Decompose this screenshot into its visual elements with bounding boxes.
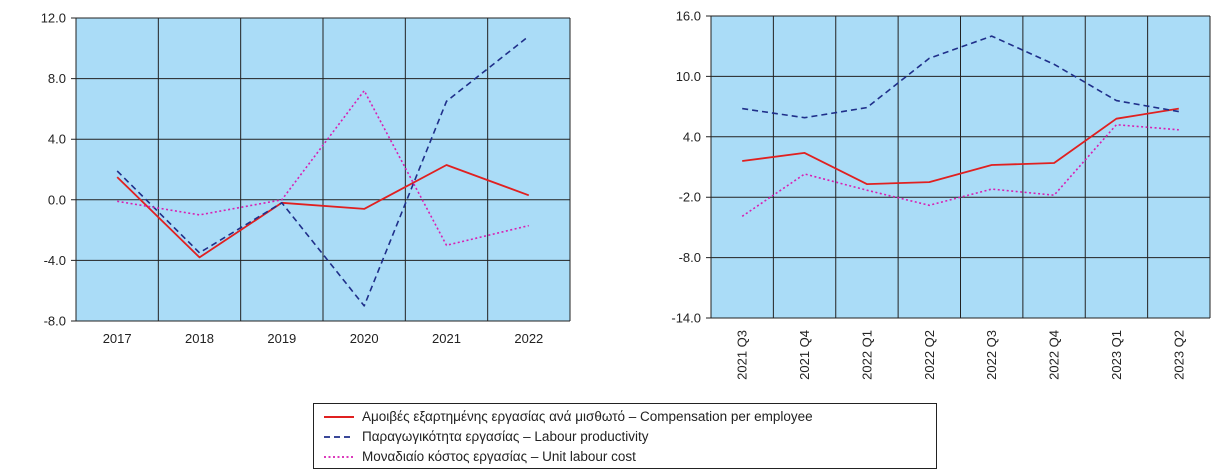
x-tick-label: 2019: [267, 331, 296, 346]
x-tick-label: 2020: [350, 331, 379, 346]
x-tick-label: 2022: [514, 331, 543, 346]
y-tick-label: 4.0: [48, 132, 66, 147]
series-line-dashed: [116, 35, 530, 307]
legend: Αμοιβές εξαρτημένης εργασίας ανά μισθωτό…: [313, 403, 937, 469]
legend-item-unit-labour-cost: Μοναδιαίο κόστος εργασίας – Unit labour …: [322, 448, 636, 465]
y-tick-label: 4.0: [683, 129, 701, 144]
legend-swatch-solid: [324, 415, 354, 418]
y-tick-label: 16.0: [676, 9, 701, 24]
x-tick-label: 2022 Q1: [859, 330, 874, 380]
y-tick-label: -14.0: [671, 311, 701, 326]
series-line-dashed: [742, 35, 1179, 119]
legend-swatch-dashed: [324, 435, 354, 438]
legend-label-productivity: Παραγωγικότητα εργασίας – Labour product…: [362, 429, 649, 444]
x-tick-label: 2023 Q1: [1109, 330, 1124, 380]
y-tick-label: 8.0: [48, 71, 66, 86]
y-tick-label: -2.0: [679, 190, 701, 205]
y-tick-label: 12.0: [41, 11, 66, 26]
y-tick-label: -4.0: [44, 253, 66, 268]
series-line-dotted: [117, 89, 529, 247]
series-line-solid: [742, 107, 1179, 186]
x-tick-label: 2021 Q3: [735, 330, 750, 380]
y-tick-label: -8.0: [44, 314, 66, 329]
x-tick-label: 2022 Q4: [1047, 330, 1062, 380]
x-tick-label: 2017: [103, 331, 132, 346]
x-tick-label: 2022 Q2: [922, 330, 937, 380]
y-tick-label: 0.0: [48, 192, 66, 207]
series-line-dotted: [741, 123, 1179, 217]
legend-item-productivity: Παραγωγικότητα εργασίας – Labour product…: [322, 428, 649, 445]
legend-label-compensation: Αμοιβές εξαρτημένης εργασίας ανά μισθωτό…: [362, 409, 813, 424]
x-tick-label: 2018: [185, 331, 214, 346]
series-line-solid: [116, 164, 530, 259]
x-tick-label: 2021: [432, 331, 461, 346]
legend-label-unit-labour-cost: Μοναδιαίο κόστος εργασίας – Unit labour …: [362, 449, 636, 464]
y-tick-label: -8.0: [679, 250, 701, 265]
x-tick-label: 2023 Q2: [1171, 330, 1186, 380]
y-tick-label: 10.0: [676, 69, 701, 84]
x-tick-label: 2022 Q3: [984, 330, 999, 380]
legend-swatch-dotted: [324, 455, 354, 458]
x-tick-label: 2021 Q4: [797, 330, 812, 380]
legend-item-compensation: Αμοιβές εξαρτημένης εργασίας ανά μισθωτό…: [322, 408, 813, 425]
charts-canvas: 12.0 8.0 4.0 0.0 -4.0 -8.0 2017 2018 2019 2020 202…: [41, 9, 1211, 380]
